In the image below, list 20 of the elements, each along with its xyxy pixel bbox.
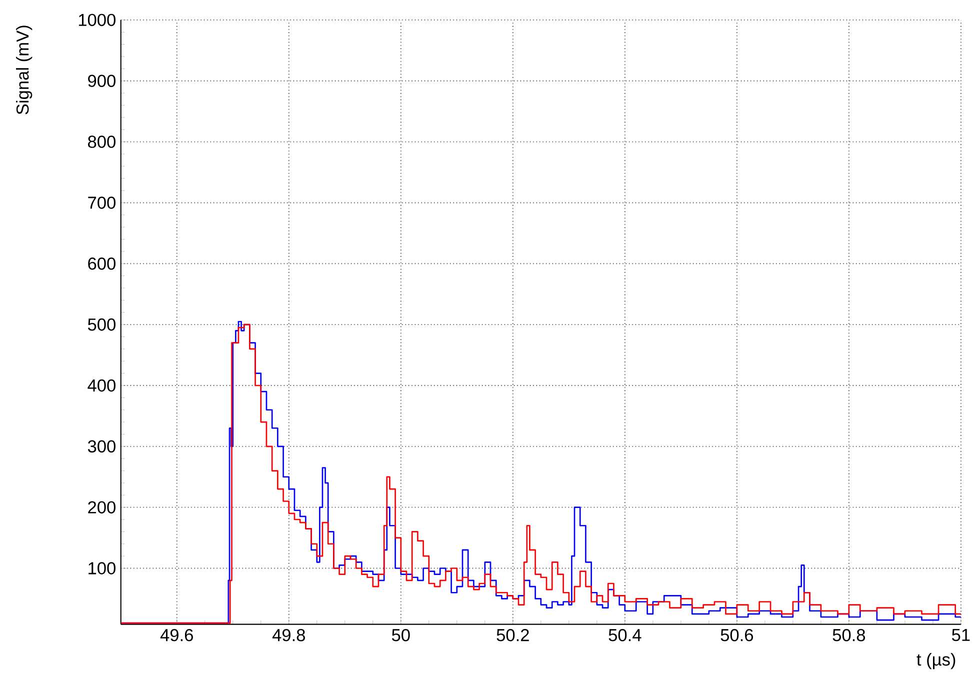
y-tick-label: 400 bbox=[88, 379, 116, 392]
y-tick-label: 900 bbox=[88, 74, 116, 87]
y-tick-label: 700 bbox=[88, 196, 116, 209]
x-tick-label: 49.6 bbox=[160, 628, 193, 642]
x-tick-label: 50 bbox=[392, 628, 410, 642]
x-tick-label: 51 bbox=[952, 628, 970, 641]
x-axis-title: t (µs) bbox=[916, 652, 956, 670]
y-axis-title: Signal (mV) bbox=[16, 26, 32, 114]
y-tick-label: 100 bbox=[88, 562, 116, 574]
x-tick-label: 50.8 bbox=[832, 628, 866, 642]
y-tick-label: 1000 bbox=[78, 14, 116, 26]
y-tick-label: 800 bbox=[88, 136, 116, 148]
x-tick-label: 50.4 bbox=[608, 628, 642, 642]
y-tick-label: 300 bbox=[88, 440, 116, 452]
x-tick-label: 50.2 bbox=[496, 628, 529, 642]
x-tick-label: 49.8 bbox=[272, 628, 305, 642]
x-tick-label: 50.6 bbox=[720, 628, 754, 642]
y-tick-label: 200 bbox=[88, 501, 116, 514]
y-tick-label: 600 bbox=[88, 257, 116, 270]
y-tick-label: 500 bbox=[88, 318, 116, 331]
